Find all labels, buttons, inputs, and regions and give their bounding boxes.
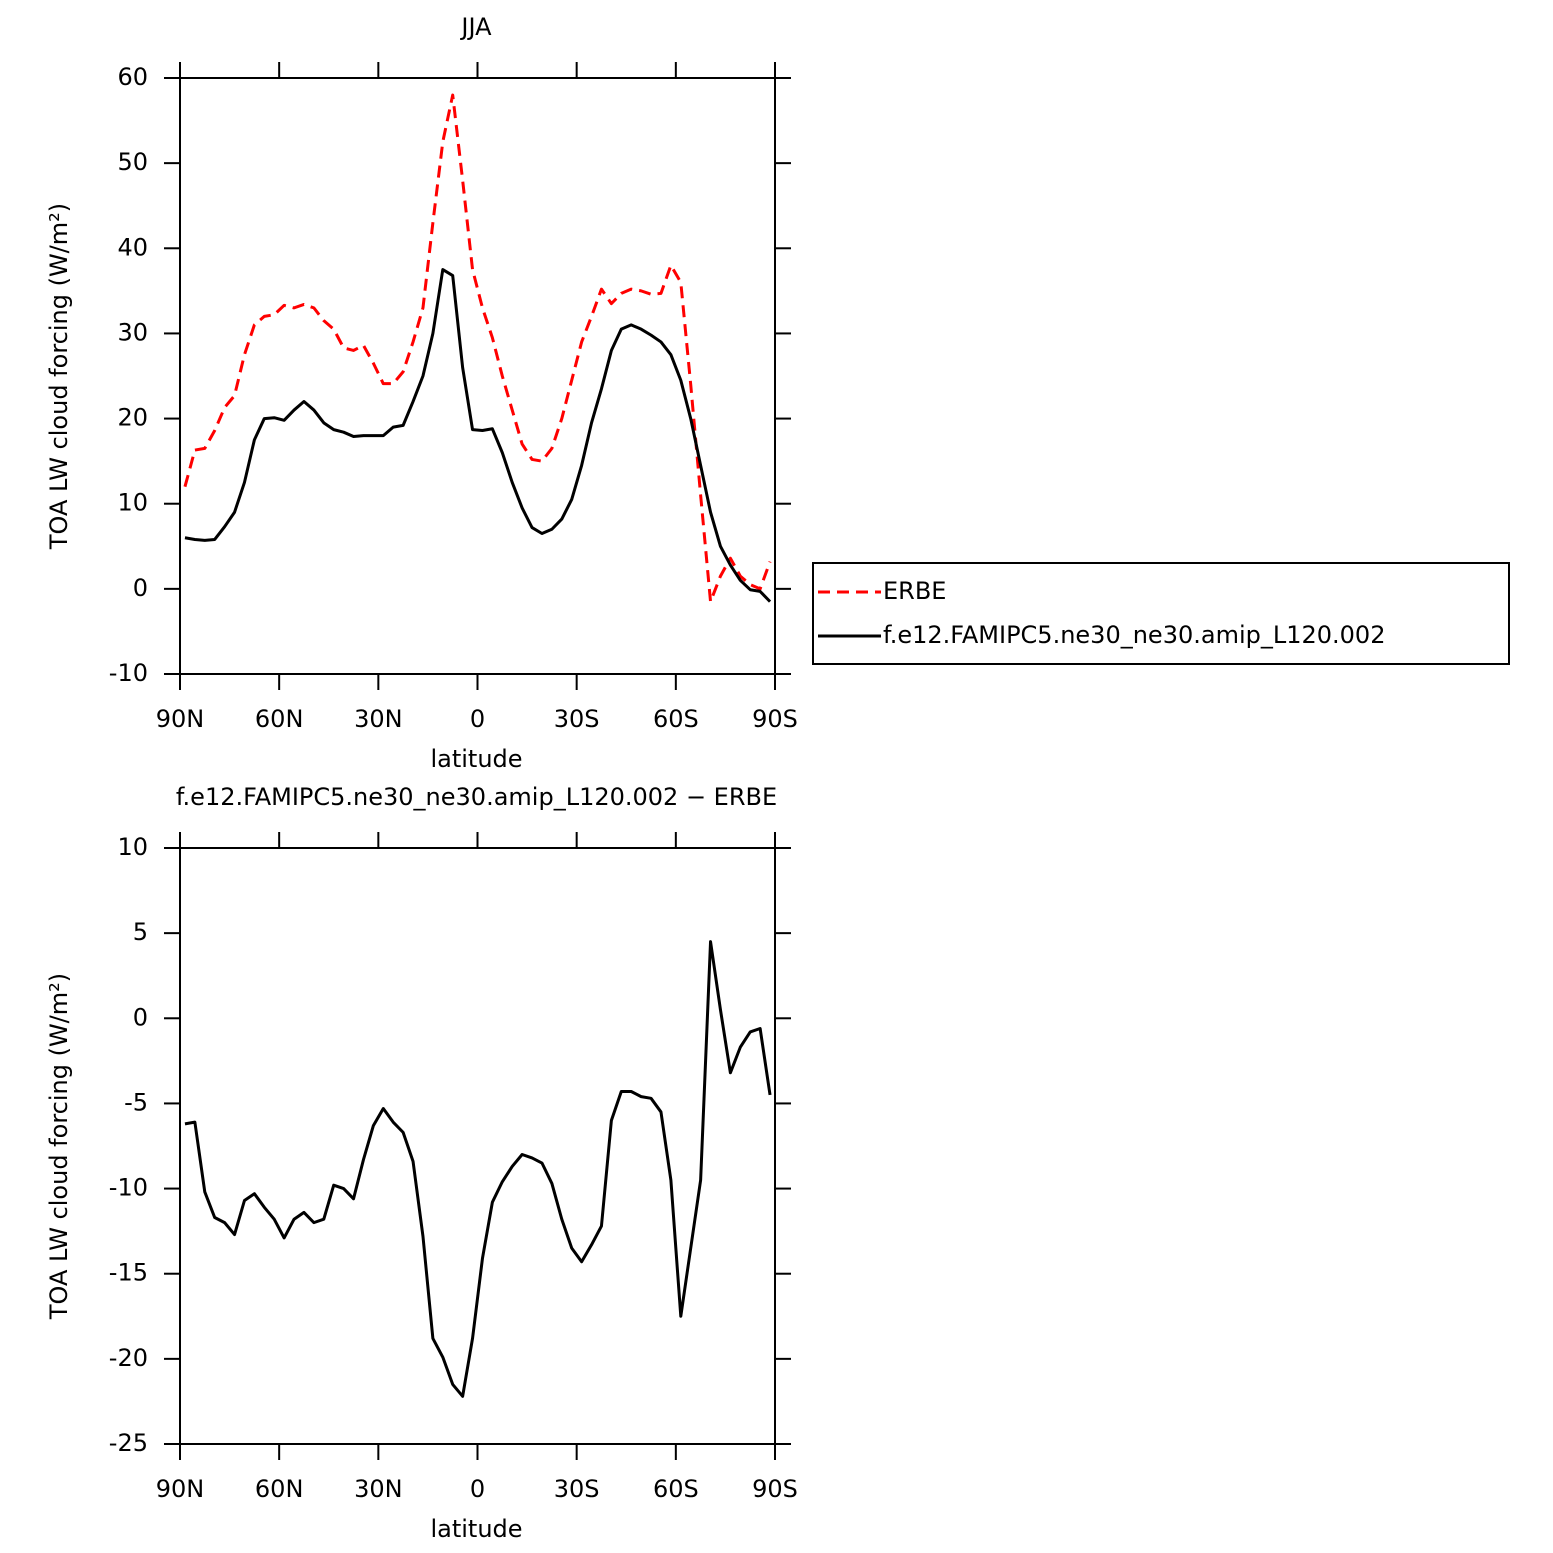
y-tick-label: 30 — [117, 318, 148, 346]
x-tick-label: 30N — [354, 705, 403, 733]
x-tick-label: 0 — [470, 705, 485, 733]
y-tick-label: 20 — [117, 404, 148, 432]
x-tick-label: 30N — [354, 1475, 403, 1503]
x-tick-label: 30S — [554, 1475, 600, 1503]
x-tick-label: 90N — [156, 1475, 205, 1503]
legend-label: ERBE — [883, 577, 946, 605]
y-tick-label: 0 — [133, 1003, 148, 1031]
y-tick-label: -5 — [124, 1088, 148, 1116]
data-line — [184, 940, 772, 1398]
y-tick-label: -10 — [109, 1174, 148, 1202]
x-tick-label: 90S — [752, 1475, 798, 1503]
y-tick-label: 10 — [117, 833, 148, 861]
y-tick-label: 50 — [117, 148, 148, 176]
legend-box — [812, 562, 1510, 665]
plot-frame — [179, 77, 776, 675]
y-tick-label: 10 — [117, 489, 148, 517]
y-tick-label: -15 — [109, 1259, 148, 1287]
x-tick-label: 60N — [255, 1475, 304, 1503]
x-axis-label: latitude — [430, 745, 522, 773]
x-tick-label: 90S — [752, 705, 798, 733]
y-axis-label: TOA LW cloud forcing (W/m²) — [45, 973, 73, 1320]
x-axis-label: latitude — [430, 1515, 522, 1543]
chart-title: JJA — [459, 13, 492, 41]
y-tick-label: -20 — [109, 1344, 148, 1372]
x-tick-label: 90N — [156, 705, 205, 733]
plot-frame — [179, 847, 776, 1445]
y-tick-label: 60 — [117, 63, 148, 91]
x-tick-label: 0 — [470, 1475, 485, 1503]
y-tick-label: -10 — [109, 659, 148, 687]
chart-title: f.e12.FAMIPC5.ne30_ne30.amip_L120.002 − … — [176, 783, 777, 811]
x-tick-label: 60S — [653, 1475, 699, 1503]
legend-label: f.e12.FAMIPC5.ne30_ne30.amip_L120.002 — [883, 621, 1385, 649]
x-tick-label: 30S — [554, 705, 600, 733]
y-axis-label: TOA LW cloud forcing (W/m²) — [45, 203, 73, 550]
y-tick-label: 0 — [133, 574, 148, 602]
y-tick-label: -25 — [109, 1429, 148, 1457]
data-line — [183, 93, 772, 604]
y-tick-label: 5 — [133, 918, 148, 946]
data-line — [184, 268, 772, 603]
x-tick-label: 60N — [255, 705, 304, 733]
y-tick-label: 40 — [117, 233, 148, 261]
x-tick-label: 60S — [653, 705, 699, 733]
